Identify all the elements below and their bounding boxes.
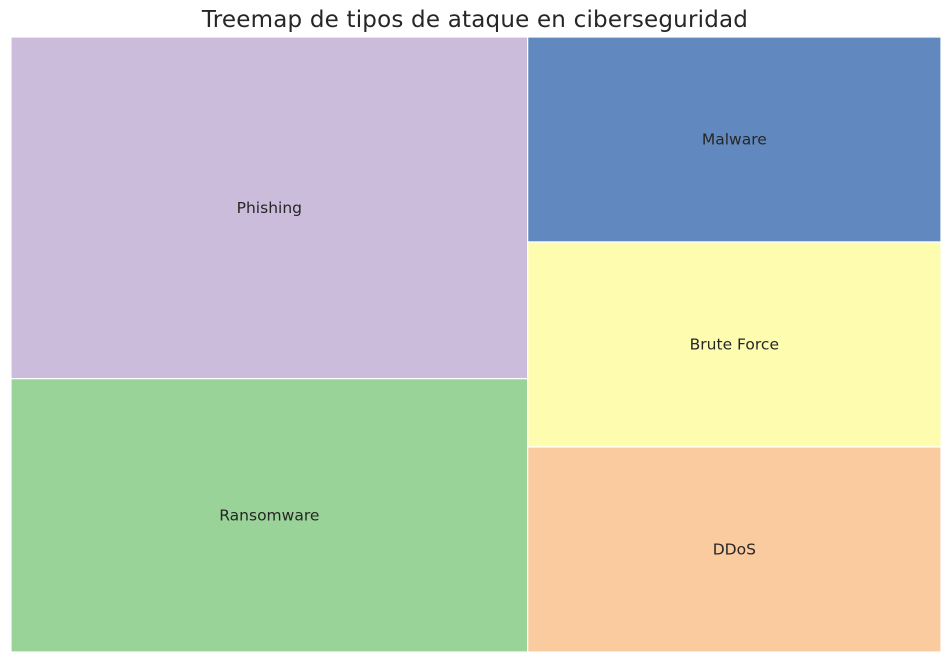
treemap-cells: Phishing Ransomware Malware Brute Force DDoS [10, 36, 942, 653]
treemap-label-ddos: DDoS [713, 541, 756, 559]
treemap-label-phishing: Phishing [237, 199, 302, 217]
treemap-cell-phishing [10, 36, 529, 380]
treemap-cell-brute-force [527, 241, 942, 448]
treemap-label-brute-force: Brute Force [690, 336, 779, 354]
chart-title: Treemap de tipos de ataque en cibersegur… [201, 7, 749, 33]
treemap-label-malware: Malware [702, 131, 767, 149]
treemap-cell-malware [527, 36, 942, 243]
treemap-cell-ddos [527, 446, 942, 653]
treemap-label-ransomware: Ransomware [219, 506, 319, 524]
treemap-cell-ransomware [10, 378, 529, 653]
